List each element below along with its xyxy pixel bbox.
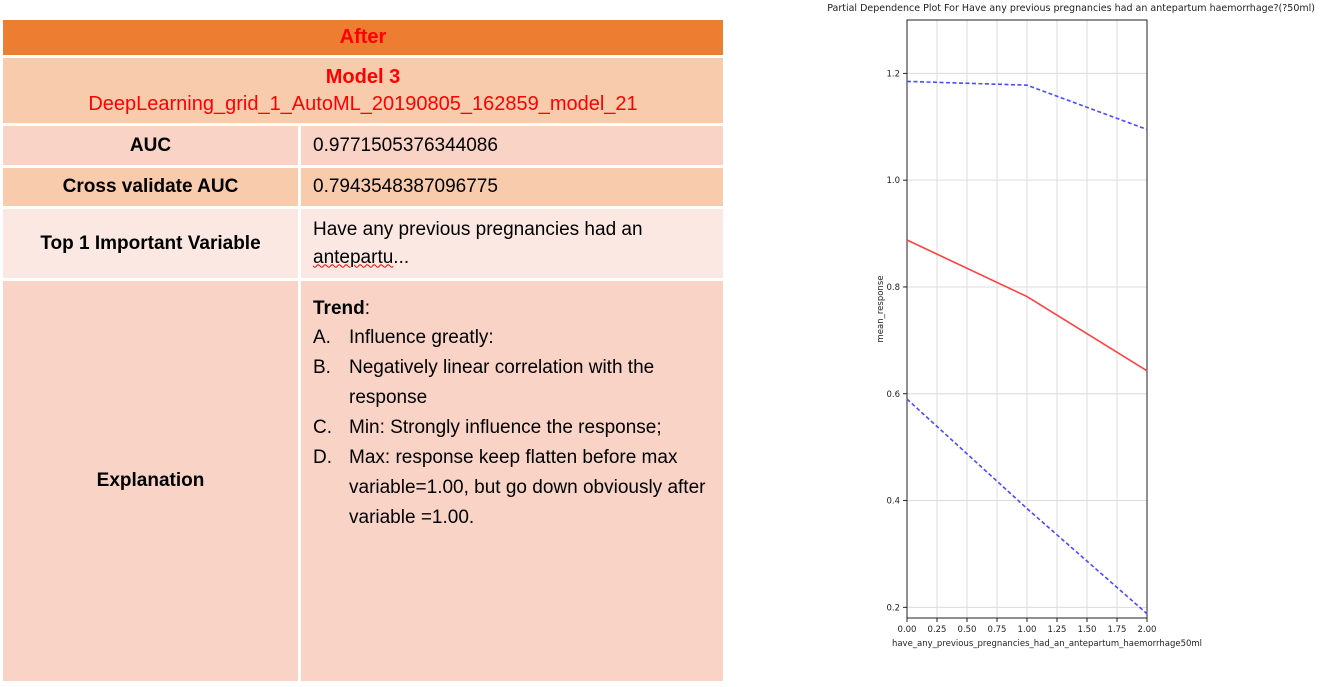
- explanation-item-text: Influence greatly:: [349, 327, 494, 348]
- table-header: After: [3, 20, 723, 58]
- y-tick-label: 0.4: [886, 497, 900, 507]
- model-title: Model 3: [325, 65, 401, 88]
- explanation-item: B. Negatively linear correlation with the…: [313, 353, 723, 413]
- x-tick-label: 1.00: [1018, 625, 1037, 635]
- x-tick-label: 0.75: [988, 625, 1007, 635]
- auc-label: AUC: [3, 126, 301, 165]
- x-tick-label: 0.00: [898, 625, 917, 635]
- x-axis-label: have_any_previous_pregnancies_had_an_ant…: [892, 639, 1202, 649]
- top-variable-value: Have any previous pregnancies had an ant…: [301, 209, 723, 278]
- explanation-label: Explanation: [3, 281, 301, 681]
- top-variable-text: Have any previous pregnancies had an: [313, 218, 643, 240]
- x-tick-label: 1.50: [1078, 625, 1097, 635]
- explanation-item-letter: C.: [313, 417, 332, 438]
- cv-auc-label: Cross validate AUC: [3, 168, 301, 206]
- x-tick-label: 1.75: [1108, 625, 1127, 635]
- y-tick-label: 1.2: [886, 69, 900, 79]
- cv-auc-row: Cross validate AUC 0.7943548387096775: [3, 168, 723, 209]
- x-tick-label: 0.50: [958, 625, 977, 635]
- y-tick-label: 0.6: [886, 390, 900, 400]
- cv-auc-value: 0.7943548387096775: [301, 168, 723, 206]
- model-summary-table: After Model 3 DeepLearning_grid_1_AutoML…: [3, 20, 723, 681]
- x-tick-label: 1.25: [1048, 625, 1067, 635]
- explanation-row: Explanation Trend: A. Influence greatly: B…: [3, 281, 723, 681]
- explanation-item-text: Negatively linear correlation with the r…: [349, 357, 655, 408]
- explanation-item-letter: A.: [313, 327, 331, 348]
- explanation-item-text: Min: Strongly influence the response;: [349, 417, 662, 438]
- model-name: DeepLearning_grid_1_AutoML_20190805_1628…: [88, 92, 638, 115]
- series-line-upper-band: [906, 80, 1148, 131]
- explanation-item-text: Max: response keep flatten before max va…: [349, 447, 706, 528]
- auc-value: 0.9771505376344086: [301, 126, 723, 165]
- explanation-item: C. Min: Strongly influence the response;: [313, 413, 723, 443]
- y-tick-label: 0.8: [886, 283, 900, 293]
- y-tick-label: 1.0: [886, 176, 900, 186]
- top-variable-row: Top 1 Important Variable Have any previo…: [3, 209, 723, 281]
- top-variable-ellipsis: ...: [393, 246, 410, 268]
- x-tick-label: 2.00: [1138, 625, 1157, 635]
- top-variable-truncated: antepartu: [313, 246, 394, 268]
- explanation-item: D. Max: response keep flatten before max …: [313, 443, 723, 533]
- explanation-item-letter: B.: [313, 357, 331, 378]
- x-tick-label: 0.25: [928, 625, 947, 635]
- model-row: Model 3 DeepLearning_grid_1_AutoML_20190…: [3, 58, 723, 126]
- trend-heading: Trend:: [313, 298, 371, 319]
- auc-row: AUC 0.9771505376344086: [3, 126, 723, 168]
- top-variable-label: Top 1 Important Variable: [3, 209, 301, 278]
- y-tick-label: 0.2: [886, 603, 900, 613]
- explanation-list: A. Influence greatly: B. Negatively linear …: [313, 323, 723, 533]
- partial-dependence-plot: 0.00 0.25 0.50 0.75 1.00 1.25 1.50 1.75 2.00 0.2 0…: [827, 3, 1315, 649]
- series-line-lower-band: [906, 398, 1148, 615]
- explanation-content: Trend: A. Influence greatly: B. Negatively …: [301, 281, 723, 681]
- header-label: After: [339, 26, 387, 48]
- chart-title: Partial Dependence Plot For Have any pre…: [827, 3, 1315, 14]
- explanation-item: A. Influence greatly:: [313, 323, 723, 353]
- explanation-item-letter: D.: [313, 447, 332, 468]
- y-axis-label: mean_response: [876, 276, 886, 343]
- series-line-mean: [906, 239, 1148, 372]
